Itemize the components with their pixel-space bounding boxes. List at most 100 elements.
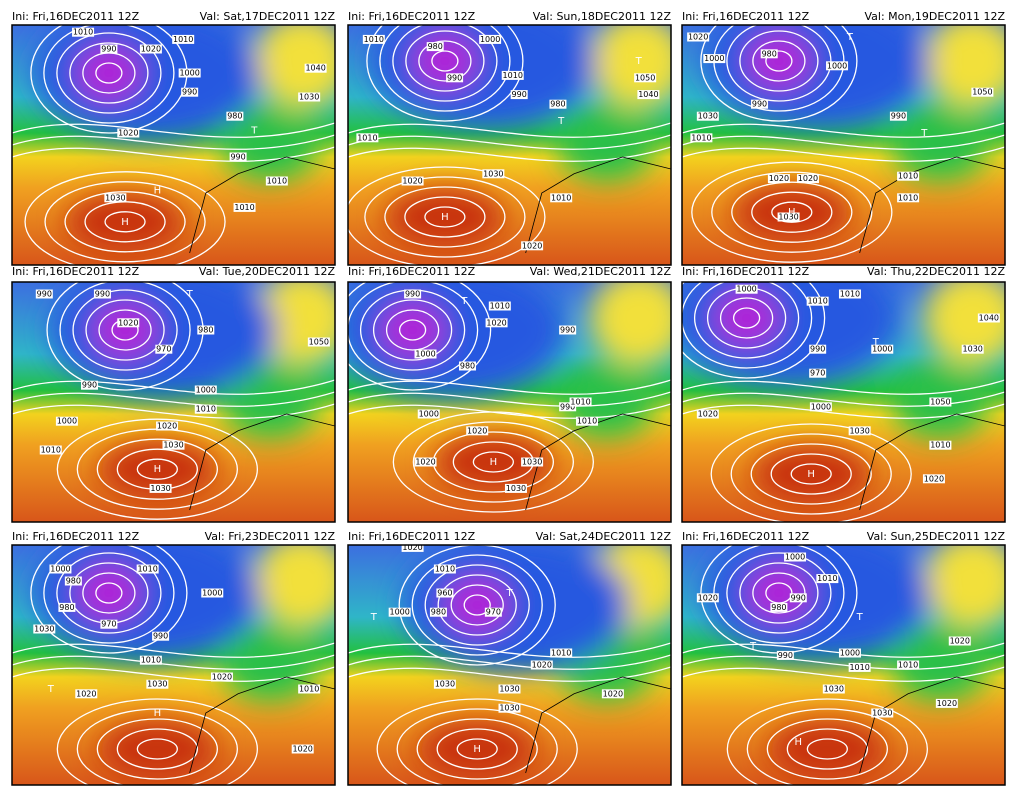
isobar-label: 990 xyxy=(405,290,420,299)
isobar xyxy=(348,122,671,138)
pressure-center: T xyxy=(635,56,643,67)
isobar-label: 990 xyxy=(778,651,793,660)
isobar-label-bg xyxy=(139,655,162,665)
pressure-center: T xyxy=(920,128,928,139)
isobar-label-bg xyxy=(498,703,521,713)
isobar xyxy=(752,40,806,82)
purple-region xyxy=(444,576,510,634)
map-border xyxy=(347,24,672,266)
valid-time: Val: Sat,17DEC2011 12Z xyxy=(200,10,336,23)
green-region xyxy=(221,109,319,181)
isobar xyxy=(12,391,335,407)
isobar xyxy=(43,25,175,124)
isobar-label-bg xyxy=(634,73,657,83)
isobar-label: 1030 xyxy=(435,680,455,689)
isobar xyxy=(12,146,335,162)
isobar-label-bg xyxy=(156,421,179,431)
isobar xyxy=(24,171,226,265)
purple-region xyxy=(380,301,445,359)
isobar-label: 1010 xyxy=(299,685,319,694)
isobar xyxy=(766,718,888,780)
isobar xyxy=(385,309,440,351)
isobar-label-bg xyxy=(485,318,508,328)
init-time: Ini: Fri,16DEC2011 12Z xyxy=(348,530,476,543)
isobar xyxy=(44,181,206,263)
isobar xyxy=(56,552,162,634)
coastline xyxy=(859,413,1005,511)
isobar xyxy=(682,391,1005,407)
forecast-panel: Ini: Fri,16DEC2011 12Z Val: Mon,19DEC2011… xyxy=(681,10,1006,266)
isobar xyxy=(691,161,893,263)
isobar xyxy=(731,181,853,243)
isobar-label: 1030 xyxy=(849,426,869,435)
isobar xyxy=(364,176,526,258)
isobar-label-bg xyxy=(550,193,573,203)
isobar-label: 1000 xyxy=(480,35,500,44)
isobar-label: 1010 xyxy=(41,446,61,455)
isobar-label-bg xyxy=(484,607,502,617)
isobar xyxy=(739,562,819,624)
isobar-label: 990 xyxy=(230,153,245,162)
isobar xyxy=(437,574,517,636)
purple-region xyxy=(76,44,142,102)
isobar-label: 990 xyxy=(95,290,110,299)
isobar-label-bg xyxy=(687,32,710,42)
yellow-region xyxy=(924,545,1005,629)
isobar-label: 1030 xyxy=(483,169,503,178)
forecast-panel: Ini: Fri,16DEC2011 12Z Val: Wed,21DEC2011… xyxy=(347,265,672,523)
isobar-label: 1020 xyxy=(212,673,232,682)
isobar-label: 1000 xyxy=(196,386,216,395)
isobar-label-bg xyxy=(826,61,849,71)
map: 990 990 1020 970 990 980 1000 1010 1000 1010 1020 1… xyxy=(12,282,335,522)
isobar-label-bg xyxy=(298,684,321,694)
isobar-label-bg xyxy=(233,202,256,212)
isobar-label-bg xyxy=(521,457,544,467)
isobar xyxy=(682,666,1005,682)
pressure-center: H xyxy=(473,744,481,755)
isobar-label-bg xyxy=(550,648,573,658)
isobar-label-bg xyxy=(55,416,78,426)
isobar xyxy=(682,146,1005,162)
isobar xyxy=(379,25,511,112)
purple-region xyxy=(92,301,158,359)
isobar-label-bg xyxy=(307,337,330,347)
pressure-center: T xyxy=(749,641,757,652)
isobar-label: 1000 xyxy=(785,553,805,562)
isobar-label: 1000 xyxy=(419,410,439,419)
isobar-label: 1020 xyxy=(486,318,506,327)
isobar-label-bg xyxy=(117,318,140,328)
isobar-label: 990 xyxy=(560,402,575,411)
isobar-label: 1030 xyxy=(147,680,167,689)
init-time: Ini: Fri,16DEC2011 12Z xyxy=(12,530,140,543)
isobar-label: 980 xyxy=(227,112,242,121)
isobar-label: 1030 xyxy=(506,484,526,493)
map: 1020 1000 980 990 1000 1030 1010 1020 1020 1030 99… xyxy=(682,25,1005,265)
map: 1020 960 980 970 1010 1000 1030 1030 1020 1010 103… xyxy=(348,545,671,785)
isobar-label: 990 xyxy=(752,100,767,109)
isobar xyxy=(682,403,1005,419)
map: 1010 990 1020 1010 1000 990 980 990 1040 1030 1020… xyxy=(12,25,335,265)
isobar-label-bg xyxy=(404,289,422,299)
green-region xyxy=(557,109,655,181)
isobar-label: 1020 xyxy=(950,637,970,646)
isobar-label: 1010 xyxy=(898,193,918,202)
isobar-label-bg xyxy=(139,44,162,54)
isobar xyxy=(726,698,928,785)
isobar-label: 990 xyxy=(810,345,825,354)
isobar-label: 990 xyxy=(182,88,197,97)
isobar-label-bg xyxy=(576,416,599,426)
isobar-label-bg xyxy=(100,44,118,54)
isobar-label-bg xyxy=(922,474,945,484)
isobar-label: 970 xyxy=(101,620,116,629)
isobar-label: 1010 xyxy=(435,565,455,574)
isobar-label-bg xyxy=(948,636,971,646)
isobar xyxy=(384,186,506,248)
valid-time: Val: Mon,19DEC2011 12Z xyxy=(865,10,1006,23)
forecast-panel: Ini: Fri,16DEC2011 12Z Val: Tue,20DEC2011… xyxy=(11,265,336,523)
isobar-label-bg xyxy=(929,440,952,450)
isobar-label: 1000 xyxy=(827,61,847,70)
isobar xyxy=(412,421,575,503)
init-time: Ini: Fri,16DEC2011 12Z xyxy=(12,10,140,23)
isobar-label-bg xyxy=(146,679,169,689)
isobar-label-bg xyxy=(809,344,827,354)
